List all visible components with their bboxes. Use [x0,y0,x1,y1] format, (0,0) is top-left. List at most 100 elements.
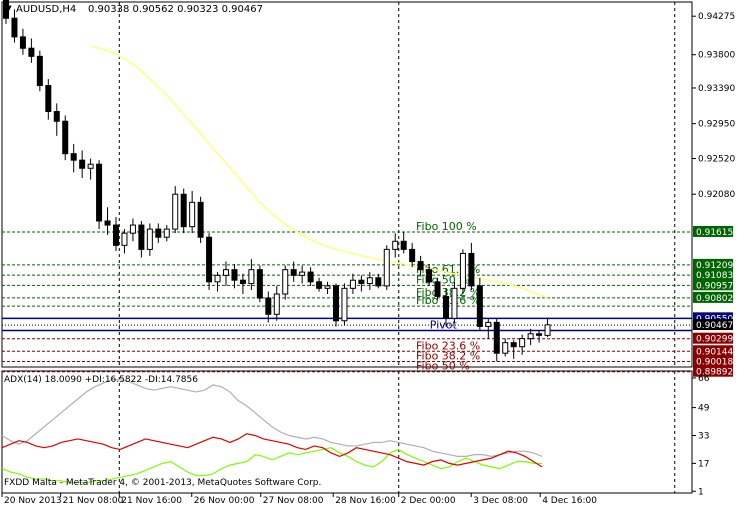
candle[interactable] [493,318,500,362]
header-arrow-icon[interactable]: ▼ [4,4,12,15]
candle[interactable] [19,28,26,55]
candle[interactable] [265,291,272,323]
candle[interactable] [366,272,373,290]
candle[interactable] [138,221,145,258]
candle[interactable] [341,283,348,326]
candle[interactable] [282,265,289,300]
candle[interactable] [96,160,103,230]
candle[interactable] [299,265,306,284]
price-tag [693,279,733,291]
candle[interactable] [316,277,323,292]
candle[interactable] [70,143,77,173]
price-axis: 0.916150.912090.910830.909570.908020.905… [692,12,735,497]
candle[interactable] [519,334,526,355]
candle[interactable] [248,259,255,290]
candle-body [366,277,373,284]
candle-body [3,0,9,19]
candle[interactable] [197,196,204,243]
price-panel-border [1,1,693,368]
candle[interactable] [113,216,119,252]
x-tick-label: 21 Nov 08:00 [63,496,124,506]
candle-body [223,269,229,276]
candle-body [485,321,492,327]
candle[interactable] [349,273,356,294]
candle[interactable] [358,275,365,292]
candle-body [299,271,306,276]
candle[interactable] [223,261,229,286]
candle[interactable] [434,277,441,300]
candle-body [502,342,509,354]
candle[interactable] [290,261,297,282]
candle-body [468,252,475,287]
candle[interactable] [426,263,433,286]
candle[interactable] [527,328,534,346]
candle-body [104,220,111,226]
candle[interactable] [231,263,238,289]
candle[interactable] [155,223,162,243]
y-tick-label: 0.93390 [698,84,735,94]
candle[interactable] [206,233,213,290]
x-tick-label: 20 Nov 2013 [4,496,62,506]
candle[interactable] [28,38,35,63]
candle[interactable] [307,267,314,286]
candle[interactable] [146,223,153,256]
candle[interactable] [104,207,111,235]
candle[interactable] [79,150,86,179]
candle-body [375,277,382,287]
candle[interactable] [324,281,331,294]
candle[interactable] [172,186,179,234]
candle[interactable] [510,340,517,359]
candle[interactable] [451,281,458,323]
candlesticks[interactable] [3,0,551,362]
price-tag [693,319,733,331]
candle[interactable] [375,273,382,289]
candle[interactable] [87,158,94,180]
candle[interactable] [485,318,492,339]
candle[interactable] [121,229,128,254]
candle[interactable] [273,285,280,321]
candle-body [129,224,136,234]
price-tag-label: 0.90018 [696,357,733,367]
candle-body [239,279,246,284]
candle-body [163,228,170,238]
candle[interactable] [544,317,551,337]
candle[interactable] [214,272,221,292]
candle[interactable] [417,255,424,276]
adx-series-line [1,433,543,468]
candle[interactable] [163,225,170,242]
candle[interactable] [180,188,187,234]
candle[interactable] [443,288,449,327]
candle[interactable] [392,233,399,258]
candle[interactable] [256,265,263,303]
candle[interactable] [36,50,43,92]
price-tag-label: 0.91615 [696,228,733,238]
price-tag-label: 0.91209 [696,261,733,271]
candle-body [197,201,204,238]
candle[interactable] [189,190,196,234]
candle[interactable] [459,249,466,294]
candle[interactable] [3,0,9,24]
candle[interactable] [11,9,18,43]
candle[interactable] [468,242,475,290]
candle[interactable] [45,79,52,120]
candle[interactable] [239,273,246,294]
candle-body [256,269,263,299]
candle[interactable] [536,330,543,343]
candle-body [417,261,424,271]
candle-body [146,228,153,250]
adx-indicator [1,379,543,484]
y-tick-label: 0.92950 [698,120,735,130]
candle[interactable] [400,231,407,254]
candle[interactable] [476,277,483,331]
candle-body [341,287,348,322]
candle[interactable] [409,242,416,268]
candle[interactable] [62,115,69,161]
candle[interactable] [333,283,339,327]
candle[interactable] [53,103,60,136]
candle-body [324,285,331,289]
candle[interactable] [383,245,390,290]
candle[interactable] [129,218,136,242]
candle[interactable] [502,338,509,357]
